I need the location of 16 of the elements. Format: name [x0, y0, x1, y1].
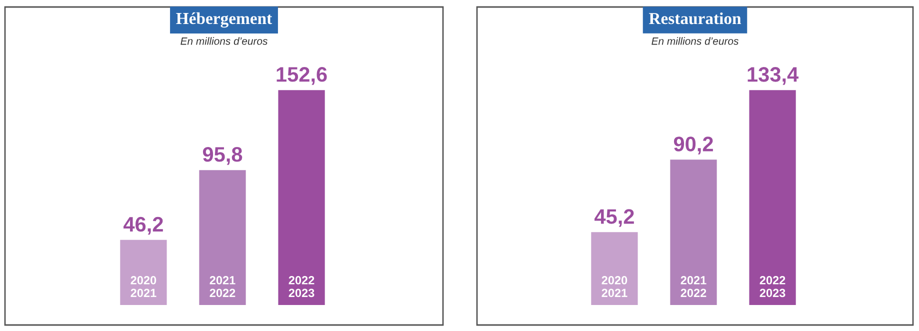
- x-tick-label: 2020 2021: [602, 276, 628, 298]
- x-tick-label: 2021 2022: [680, 276, 706, 298]
- chart-subtitle: En millions d’euros: [180, 37, 268, 45]
- x-tick-label: 2020 2021: [130, 276, 156, 298]
- data-label: 90,2: [674, 136, 713, 154]
- data-label: 133,4: [748, 67, 798, 85]
- x-tick-label: 2022 2023: [760, 276, 786, 298]
- x-tick-label: 2021 2022: [210, 276, 236, 298]
- data-label: 46,2: [124, 216, 163, 235]
- chart-title: Hébergement: [176, 12, 272, 28]
- chart-subtitle: En millions d’euros: [652, 37, 738, 45]
- x-tick-label: 2022 2023: [288, 276, 314, 298]
- chart-title: Restauration: [648, 12, 742, 24]
- data-label: 95,8: [202, 147, 242, 165]
- data-label: 45,2: [594, 209, 634, 227]
- data-label: 152,6: [276, 67, 327, 85]
